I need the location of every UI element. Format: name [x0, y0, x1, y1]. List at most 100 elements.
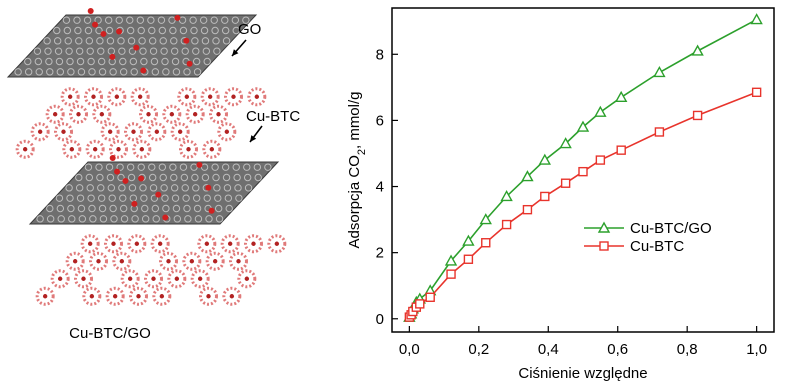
graphene-ring — [192, 47, 200, 55]
graphene-ring — [183, 204, 191, 213]
data-point-square — [616, 145, 626, 155]
graphene-ring — [119, 204, 128, 213]
data-point-square — [463, 254, 474, 264]
mof-cage — [129, 286, 148, 306]
graphene-ring — [87, 57, 95, 66]
mof-node — [37, 129, 43, 134]
mof-cage — [30, 122, 50, 142]
graphene-ring — [162, 68, 170, 76]
graphene-ring — [56, 204, 65, 213]
graphene-ring — [161, 57, 169, 66]
graphene-ring — [75, 47, 84, 55]
oxygen-group — [100, 30, 107, 37]
graphene-ring — [190, 26, 198, 35]
graphene-ring — [231, 16, 240, 24]
mof-cage — [100, 122, 120, 142]
graphene-ring — [161, 194, 169, 202]
graphene-ring — [225, 204, 233, 213]
data-point-triangle — [500, 190, 513, 202]
graphene-ring — [183, 68, 191, 76]
graphene-ring — [46, 215, 55, 223]
graphene-ring — [168, 16, 176, 24]
mof-node — [216, 112, 221, 117]
graphene-ring — [192, 194, 201, 202]
graphene-ring — [24, 57, 32, 66]
oxygen-group — [205, 184, 212, 191]
graphene-ring — [212, 173, 220, 182]
graphene-ring — [212, 37, 220, 45]
oxygen-group — [116, 28, 123, 35]
mof-cage — [104, 234, 123, 254]
graphene-ring — [84, 163, 93, 171]
graphene-ring — [24, 68, 33, 76]
graphene-ring — [169, 163, 177, 171]
legend-marker — [599, 241, 609, 251]
graphene-ring — [88, 204, 96, 213]
graphene-ring — [151, 204, 160, 213]
mof-cage — [82, 286, 102, 306]
mof-cage — [105, 286, 125, 306]
graphene-ring — [159, 37, 167, 45]
graphene-ring — [85, 37, 94, 45]
mof-node — [139, 147, 145, 152]
x-tick-label: 0,8 — [677, 341, 698, 358]
graphene-ring — [95, 163, 103, 171]
graphene-ring — [138, 37, 146, 45]
graphene-ring — [117, 173, 125, 182]
graphene-ring — [191, 173, 199, 182]
graphene-ring — [158, 26, 167, 35]
mof-cage — [84, 87, 103, 107]
mof-node — [229, 294, 235, 299]
oxygen-group — [87, 8, 94, 14]
x-tick-label: 1,0 — [746, 341, 767, 358]
mof-node — [111, 241, 116, 246]
graphene-ring — [141, 215, 150, 223]
oxygen-group — [109, 53, 116, 60]
graphene-ring — [98, 204, 107, 213]
graphene-ring — [213, 47, 221, 55]
mof-node — [107, 129, 113, 134]
mof-node — [212, 259, 218, 264]
mof-cage — [159, 251, 178, 271]
graphene-ring — [170, 173, 178, 182]
mof-cage — [74, 269, 93, 289]
graphene-ring — [77, 68, 86, 76]
graphene-ring — [149, 184, 158, 192]
graphene-ring — [75, 184, 84, 192]
graphene-ring — [53, 37, 62, 45]
mof-node — [244, 276, 250, 281]
graphene-ring — [152, 215, 160, 223]
y-tick-label: 8 — [376, 46, 384, 63]
graphene-ring — [203, 57, 211, 66]
graphene-ring — [120, 215, 129, 223]
graphene-ring — [75, 37, 83, 45]
graphene-ring — [151, 68, 160, 76]
graphene-ring — [127, 37, 136, 45]
mof-node — [57, 276, 63, 281]
graphene-ring — [200, 163, 209, 171]
mof-cage — [69, 104, 88, 124]
mof-node — [76, 112, 81, 117]
graphene-ring — [64, 37, 72, 45]
mof-cage — [182, 251, 202, 271]
graphene-ring — [148, 37, 157, 45]
graphene-ring — [36, 215, 44, 223]
mof-cage — [127, 234, 147, 254]
mof-cage — [65, 251, 85, 271]
graphene-ring — [148, 173, 157, 182]
graphene-ring — [43, 37, 51, 45]
legend-marker — [597, 221, 611, 233]
data-point-triangle — [521, 170, 534, 182]
data-point-square — [522, 204, 533, 215]
graphene-ring — [264, 163, 272, 171]
y-tick-label: 6 — [376, 112, 384, 129]
graphene-ring — [129, 57, 138, 66]
graphene-ring — [46, 204, 54, 213]
graphene-ring — [66, 194, 74, 202]
graphene-ring — [181, 184, 189, 192]
mof-node — [96, 259, 101, 264]
y-tick-label: 2 — [376, 245, 384, 262]
mof-cage — [197, 234, 217, 254]
mof-node — [197, 276, 203, 281]
